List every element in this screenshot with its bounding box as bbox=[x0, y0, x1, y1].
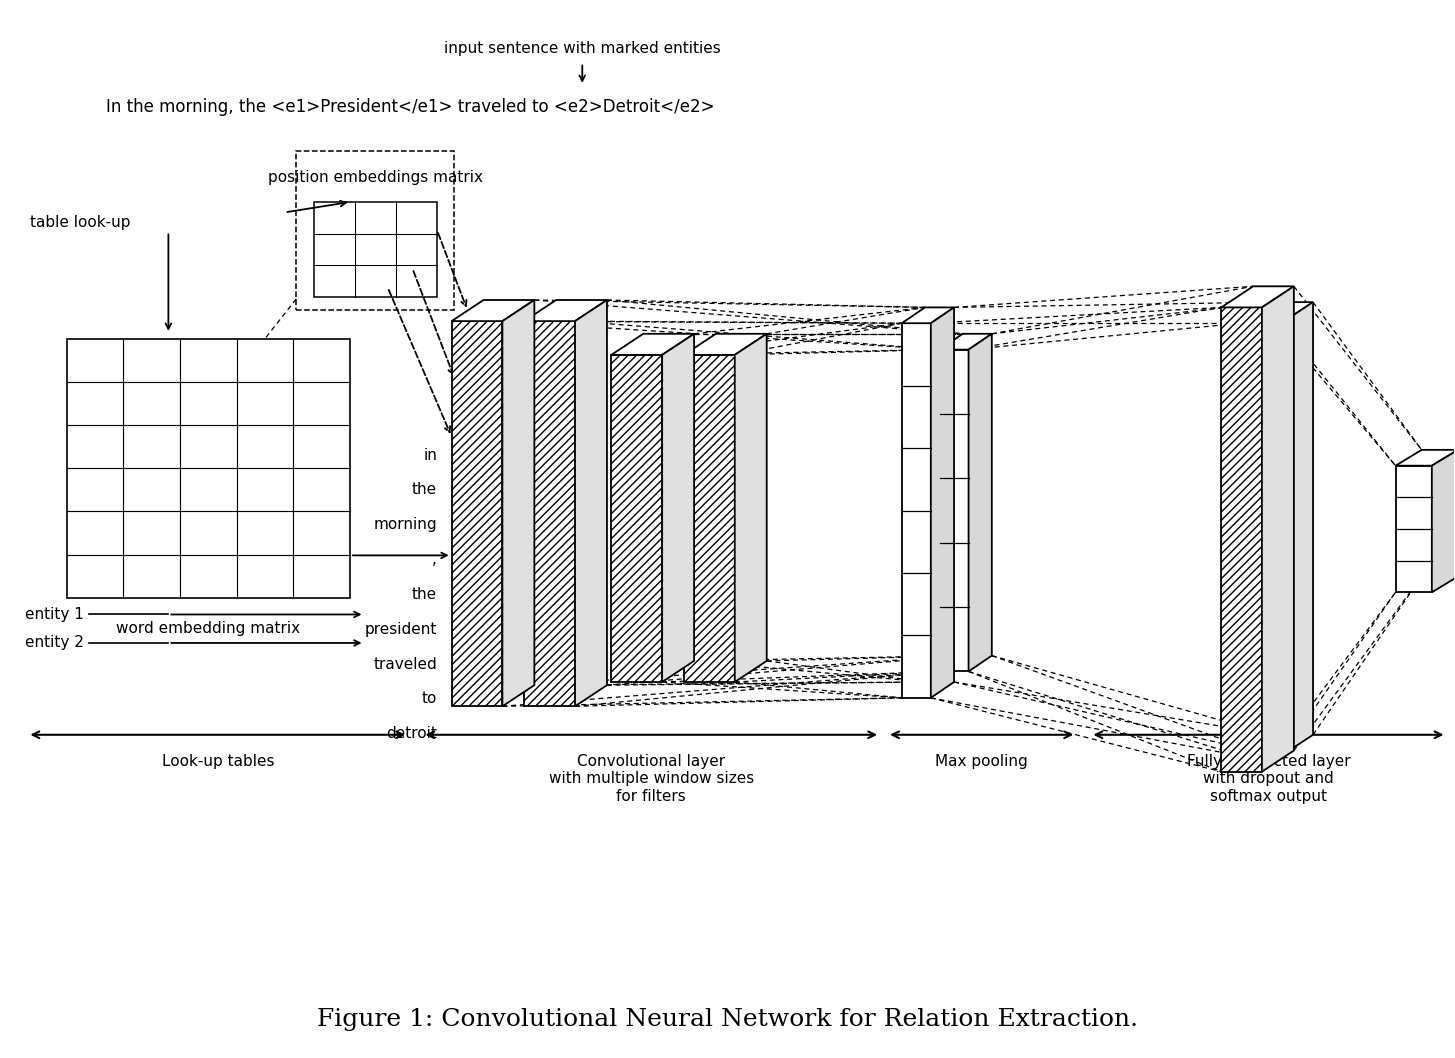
Polygon shape bbox=[1221, 287, 1293, 308]
Bar bbox=[1221, 308, 1261, 771]
Polygon shape bbox=[1432, 450, 1455, 592]
Polygon shape bbox=[524, 300, 607, 322]
Polygon shape bbox=[662, 333, 694, 682]
Text: entity 1: entity 1 bbox=[25, 607, 84, 622]
Polygon shape bbox=[931, 308, 954, 698]
Bar bbox=[524, 322, 575, 707]
Polygon shape bbox=[575, 300, 607, 707]
Text: Figure 1: Convolutional Neural Network for Relation Extraction.: Figure 1: Convolutional Neural Network f… bbox=[317, 1008, 1138, 1032]
Text: word embedding matrix: word embedding matrix bbox=[116, 621, 300, 636]
Text: the: the bbox=[412, 482, 436, 497]
Polygon shape bbox=[1280, 303, 1312, 755]
Bar bbox=[314, 202, 436, 297]
Bar bbox=[940, 349, 969, 672]
Text: position embeddings matrix: position embeddings matrix bbox=[268, 170, 483, 185]
Bar bbox=[1241, 324, 1280, 755]
Text: detroit: detroit bbox=[386, 726, 436, 742]
Text: the: the bbox=[412, 587, 436, 602]
Polygon shape bbox=[1395, 450, 1455, 466]
Bar bbox=[611, 354, 662, 682]
Text: president: president bbox=[365, 622, 436, 637]
Text: input sentence with marked entities: input sentence with marked entities bbox=[444, 41, 720, 56]
Text: In the morning, the <e1>President</e1> traveled to <e2>Detroit</e2>: In the morning, the <e1>President</e1> t… bbox=[106, 98, 714, 116]
Bar bbox=[684, 354, 735, 682]
Bar bbox=[297, 151, 454, 310]
Polygon shape bbox=[940, 333, 992, 349]
Polygon shape bbox=[611, 333, 694, 354]
Text: traveled: traveled bbox=[374, 657, 436, 672]
Text: in: in bbox=[423, 448, 436, 462]
Bar bbox=[902, 324, 931, 698]
Text: Max pooling: Max pooling bbox=[936, 753, 1029, 769]
Text: to: to bbox=[422, 691, 436, 707]
Polygon shape bbox=[451, 300, 534, 322]
Text: ,: , bbox=[432, 552, 436, 567]
Polygon shape bbox=[684, 333, 767, 354]
Bar bbox=[67, 339, 349, 598]
Text: entity 2: entity 2 bbox=[25, 636, 84, 651]
Polygon shape bbox=[1241, 303, 1312, 324]
Polygon shape bbox=[1261, 287, 1293, 771]
Polygon shape bbox=[502, 300, 534, 707]
Polygon shape bbox=[735, 333, 767, 682]
Text: Fully connected layer
with dropout and
softmax output: Fully connected layer with dropout and s… bbox=[1187, 753, 1350, 804]
Bar bbox=[451, 322, 502, 707]
Bar bbox=[1395, 466, 1432, 592]
Polygon shape bbox=[902, 308, 954, 324]
Text: Convolutional layer
with multiple window sizes
for filters: Convolutional layer with multiple window… bbox=[549, 753, 754, 804]
Text: Look-up tables: Look-up tables bbox=[162, 753, 274, 769]
Text: table look-up: table look-up bbox=[31, 216, 131, 231]
Polygon shape bbox=[969, 333, 992, 672]
Text: morning: morning bbox=[374, 517, 436, 532]
